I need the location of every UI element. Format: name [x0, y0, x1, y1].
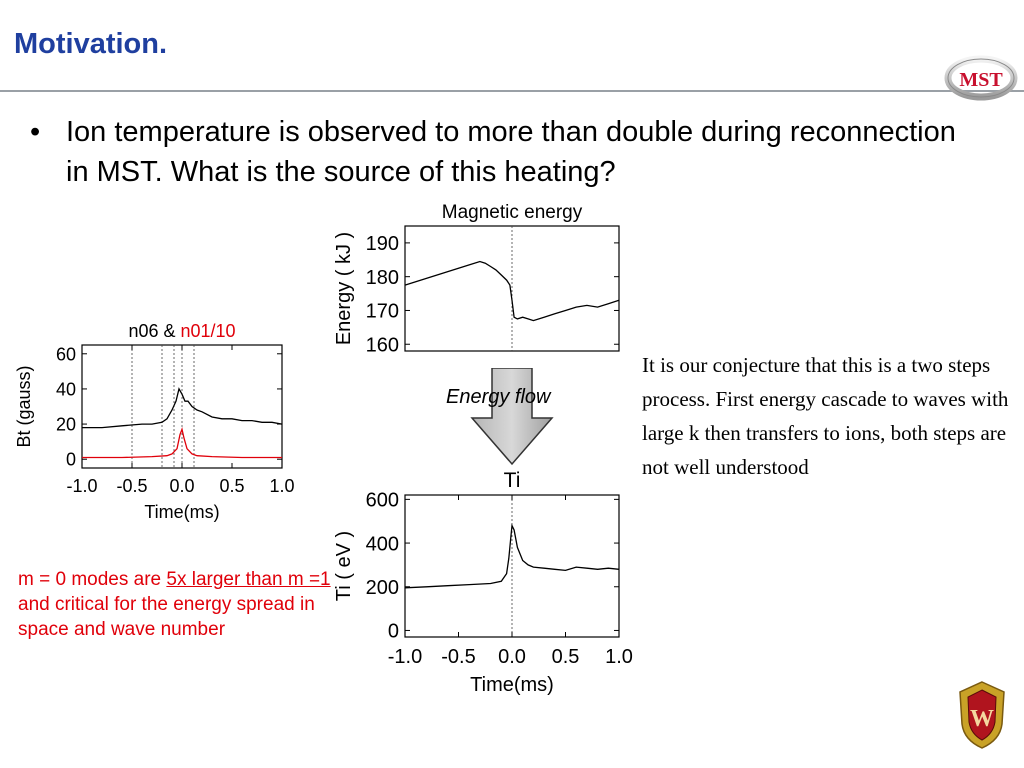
series-line-n0110: [82, 427, 282, 459]
bullet-text: Ion temperature is observed to more than…: [66, 116, 956, 188]
x-tick-label: 0.5: [219, 476, 244, 496]
x-axis-label: Time(ms): [470, 674, 554, 696]
x-tick-label: -0.5: [441, 646, 475, 668]
x-tick-label: 0.5: [552, 646, 580, 668]
conjecture-note: It is our conjecture that this is a two …: [642, 353, 1009, 479]
crest-letter: W: [970, 706, 994, 732]
m0-note-part2: and critical for the energy spread in sp…: [18, 594, 315, 640]
series-line-0: [404, 260, 620, 322]
crest-shield: [967, 689, 997, 741]
y-tick-label: 0: [388, 621, 399, 643]
ti-chart: 0 200 400 600 -1.0 -0.5 0.0 0.5 1.0 Ti Ti ( eV ) Ti…: [333, 469, 633, 696]
x-tick-label: -0.5: [116, 476, 147, 496]
arrow-shape: [470, 368, 554, 466]
logo-ring-edge: [947, 58, 1015, 98]
x-tick-label: -1.0: [66, 476, 97, 496]
x-axis-label: Time(ms): [144, 502, 219, 522]
chart-title: n06 & n01/10: [128, 321, 235, 341]
y-axis-label: Energy ( kJ ): [333, 232, 355, 345]
x-tick-label: 0.0: [498, 646, 526, 668]
energy-flow-label: Energy flow: [446, 386, 551, 408]
y-tick-label: 0: [66, 450, 76, 470]
x-tick-label: 0.0: [169, 476, 194, 496]
title-divider: [0, 90, 1024, 92]
y-tick-label: 180: [366, 267, 399, 289]
chart-title: Ti: [504, 469, 521, 492]
x-tick-label: -1.0: [388, 646, 422, 668]
y-tick-label: 200: [366, 577, 399, 599]
series-line-0: [404, 523, 620, 589]
x-tick-label: 1.0: [269, 476, 294, 496]
m0-note-underlined: 5x larger than m =1: [166, 569, 331, 590]
uw-crest-logo: W: [959, 681, 1005, 749]
y-tick-label: 40: [56, 379, 76, 399]
energy-flow-arrow: [470, 368, 554, 466]
bullet-dot: •: [30, 116, 41, 148]
m0-note-part1: m = 0 modes are: [18, 569, 167, 590]
y-tick-label: 20: [56, 415, 76, 435]
y-tick-label: 600: [366, 490, 399, 512]
chart-title-part: n06 &: [128, 321, 180, 341]
y-tick-label: 190: [366, 233, 399, 255]
y-tick-label: 400: [366, 533, 399, 555]
mst-logo: MST: [944, 55, 1018, 101]
series-line-n06: [82, 387, 283, 429]
magnetic-energy-chart: 160 170 180 190 Magnetic energy Energy ( kJ ): [333, 202, 620, 356]
bt-chart: 0 20 40 60 -1.0 -0.5 0.0 0.5 1.0 n06 & n01/10 Bt (…: [14, 321, 295, 522]
m0-modes-note: m = 0 modes are 5x larger than m =1 and …: [18, 567, 338, 642]
logo-text: MST: [959, 69, 1003, 91]
y-axis-label: Bt (gauss): [14, 365, 34, 447]
y-tick-label: 60: [56, 344, 76, 364]
plot-frame: [404, 225, 620, 352]
page-title: Motivation.: [14, 28, 168, 60]
y-tick-label: 160: [366, 334, 399, 356]
x-tick-label: 1.0: [605, 646, 633, 668]
chart-title: Magnetic energy: [442, 202, 583, 223]
y-axis-label: Ti ( eV ): [333, 531, 355, 601]
chart-title-part: n01/10: [180, 321, 235, 341]
y-tick-label: 170: [366, 301, 399, 323]
